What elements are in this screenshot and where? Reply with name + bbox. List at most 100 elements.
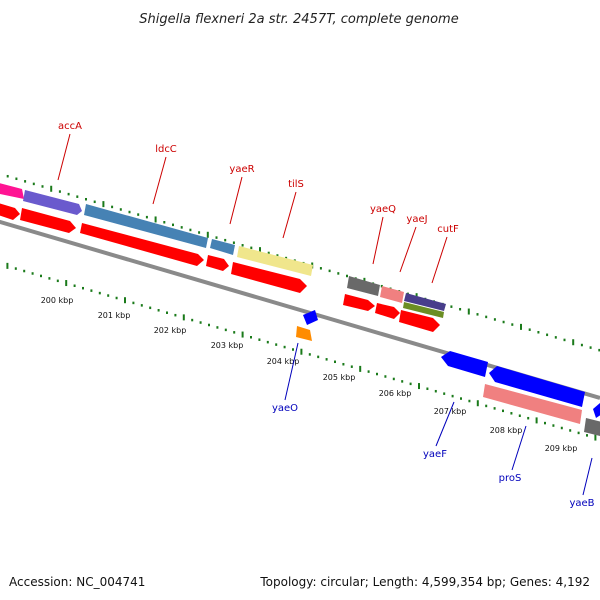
inner-tick [468, 399, 471, 403]
outer-tick [102, 201, 105, 208]
reverse-labels: yaeO yaeF proS yaeB [272, 342, 595, 509]
cds-6[interactable] [343, 294, 375, 311]
gene-label-ldcC[interactable]: ldcC [155, 144, 177, 155]
outer-tick [67, 192, 70, 196]
inner-tick [560, 426, 563, 430]
outer-tick [485, 315, 488, 319]
inner-tick [292, 348, 294, 351]
gene-label-yaeJ[interactable]: yaeJ [406, 214, 427, 225]
inner-tick [535, 417, 538, 424]
cds-4[interactable] [206, 255, 229, 271]
gene-yaeO-orange[interactable] [296, 326, 312, 341]
outer-tick [111, 205, 114, 209]
gene-yaeO-feature[interactable] [303, 310, 318, 325]
outer-tick [467, 308, 470, 315]
gene-leader-line [511, 425, 527, 471]
outer-tick [337, 272, 340, 275]
inner-tick [98, 291, 101, 295]
gene-label-accA[interactable]: accA [58, 121, 82, 132]
gene-label-yaeF[interactable]: yaeF [423, 449, 447, 460]
inner-tick [502, 409, 504, 413]
gene-leader-line [435, 401, 455, 447]
inner-tick [199, 321, 202, 324]
inner-tick [376, 372, 378, 376]
outer-tick [180, 226, 183, 229]
gene-yaeB-gray[interactable] [584, 418, 600, 436]
inner-tick [73, 284, 76, 287]
gene-label-cutF[interactable]: cutF [437, 224, 459, 235]
gene-yaeQ-feature[interactable] [347, 276, 380, 296]
outer-tick [232, 241, 235, 244]
gene-accA-feature[interactable] [23, 190, 82, 215]
inner-tick [23, 269, 26, 273]
gene-yaeJ-feature[interactable] [380, 286, 404, 303]
gene-cutF-olive[interactable] [403, 302, 444, 318]
inner-tick [6, 262, 9, 269]
inner-tick [241, 331, 244, 338]
outer-tick [119, 208, 122, 211]
outer-tick [450, 305, 453, 308]
outer-tick [206, 231, 209, 238]
outer-tick [520, 323, 522, 330]
gene-tilS-feature[interactable] [237, 246, 313, 276]
gene-label-yaeO[interactable]: yaeO [272, 403, 298, 414]
gene-leader-line [399, 226, 417, 273]
cds-2[interactable] [20, 208, 76, 233]
outer-tick [459, 307, 462, 311]
inner-tick [350, 365, 353, 368]
cds-3[interactable] [80, 223, 204, 266]
gene-label-tilS[interactable]: tilS [288, 179, 304, 190]
outer-tick [224, 238, 227, 242]
inner-tick [65, 280, 68, 287]
cds-1[interactable] [0, 202, 20, 220]
outer-tick [24, 180, 27, 183]
inner-tick [250, 336, 252, 339]
gene-yaeB-feature[interactable] [593, 403, 600, 418]
inner-tick [115, 296, 118, 300]
outer-tick [215, 236, 218, 239]
inner-tick [275, 343, 278, 346]
gene-leader-line [57, 133, 71, 181]
inner-tick [485, 404, 488, 408]
outer-tick [319, 267, 322, 270]
cds-5[interactable] [231, 262, 307, 293]
outer-tick [546, 333, 549, 337]
inner-tick [216, 326, 219, 329]
gene-label-yaeB[interactable]: yaeB [569, 498, 594, 509]
outer-tick [198, 231, 201, 234]
gene-ldcC-feature[interactable] [84, 204, 208, 248]
gene-magenta[interactable] [0, 182, 24, 199]
gene-label-yaeR[interactable]: yaeR [229, 164, 254, 175]
gene-cutF-feature[interactable] [404, 293, 446, 311]
inner-tick [409, 382, 412, 386]
cds-7[interactable] [375, 303, 400, 319]
inner-tick [40, 274, 42, 278]
outer-tick [189, 228, 192, 232]
outer-tick [58, 190, 61, 193]
inner-tick [594, 434, 597, 441]
inner-tick [401, 380, 404, 383]
inner-tick [569, 429, 572, 432]
outer-tick [511, 323, 514, 326]
inner-tick [258, 338, 261, 341]
gene-leader-line [372, 216, 384, 265]
inner-tick [31, 272, 34, 275]
inner-tick [107, 294, 110, 297]
gene-yaeF-feature[interactable] [441, 351, 488, 377]
cds-8[interactable] [399, 310, 440, 332]
gene-proS-feature[interactable] [489, 366, 585, 407]
outer-tick [145, 215, 148, 219]
gene-yaeR-feature[interactable] [210, 239, 235, 255]
inner-tick [510, 412, 513, 415]
gene-label-yaeQ[interactable]: yaeQ [370, 204, 396, 215]
inner-tick [174, 313, 177, 317]
gene-proS-pink[interactable] [483, 384, 582, 424]
outer-tick [328, 269, 331, 273]
outer-tick [580, 343, 583, 347]
gene-label-proS[interactable]: proS [499, 473, 522, 484]
outer-tick [76, 195, 79, 198]
outer-tick [172, 223, 174, 227]
inner-tick [577, 431, 580, 435]
inner-tick [476, 400, 479, 407]
outer-tick [267, 251, 270, 255]
